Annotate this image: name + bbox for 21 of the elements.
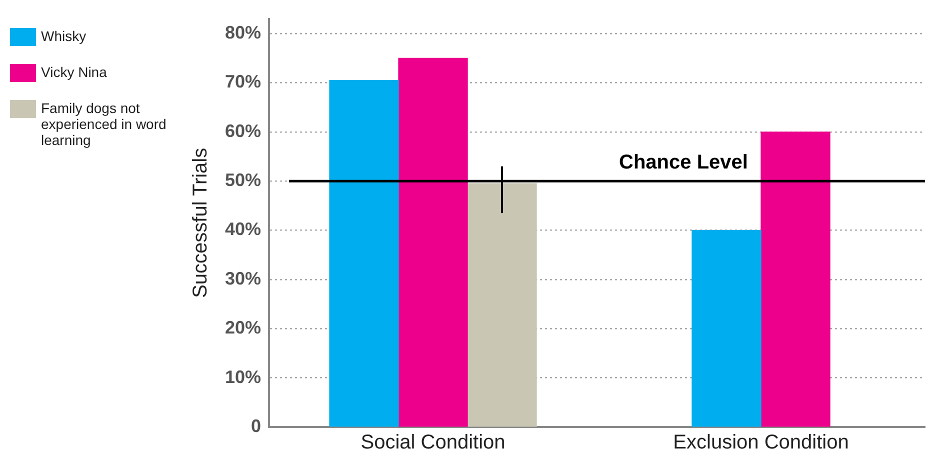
y-tick-label: 50% [224,170,262,190]
y-tick-label: 40% [224,219,262,240]
y-tick-label: 80% [224,22,262,43]
x-tick-label: Social Condition [360,432,506,454]
bar [760,132,830,427]
bar [467,183,537,427]
x-tick-label: Exclusion Condition [673,432,849,454]
legend-label: Vicky Nina [41,64,107,80]
y-tick-label: 60% [224,120,262,141]
y-tick-label: 0 [251,416,262,436]
legend-label: Family dogs not experienced in word learning [41,100,168,148]
bar [692,230,762,427]
y-tick-label: 10% [224,366,262,387]
y-tick-label: 20% [224,318,262,338]
bar [398,58,468,427]
y-tick-label: 30% [224,268,262,288]
bar [329,80,399,427]
y-tick-label: 70% [224,72,262,92]
y-axis-title: Successful Trials [190,148,212,298]
ref-line-label: Chance Level [619,152,748,174]
legend-label: Whisky [41,28,86,44]
